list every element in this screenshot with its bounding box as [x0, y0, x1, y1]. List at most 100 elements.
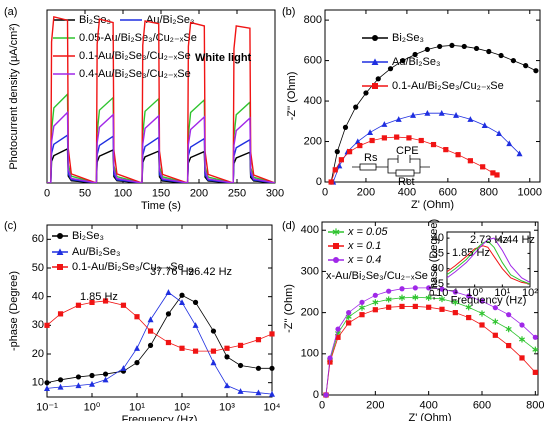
marker [75, 302, 82, 308]
marker [424, 46, 430, 53]
marker [210, 359, 217, 366]
annotation: x-Au/Bi₂Se₃/Cu₂₋ₓSe [326, 270, 428, 282]
marker [453, 112, 460, 118]
marker [424, 110, 431, 116]
series-line [447, 245, 530, 285]
plot-frame [321, 221, 539, 396]
marker [333, 257, 339, 263]
x-tick-label: 300 [266, 187, 284, 199]
series-line [47, 92, 275, 183]
y-tick-label: 25 [432, 278, 444, 290]
marker [179, 299, 185, 305]
marker [224, 382, 230, 389]
marker [506, 140, 513, 147]
marker [147, 342, 154, 348]
x-tick-label: 0 [319, 399, 325, 411]
marker [452, 310, 458, 316]
marker [353, 104, 359, 110]
x-tick-label: 10⁻¹ [436, 287, 458, 299]
marker [532, 334, 538, 340]
marker [89, 299, 95, 305]
panel-label: (d) [282, 220, 295, 232]
legend-label: Bi₂Se₃ [72, 230, 104, 242]
series-line [447, 240, 530, 285]
y-tick-label: 60 [32, 233, 44, 245]
marker [165, 339, 172, 346]
annotation: 4.44 Hz [497, 234, 535, 246]
series-line [47, 300, 272, 352]
marker [372, 307, 378, 313]
marker [381, 121, 388, 127]
series-line [325, 306, 536, 395]
marker [210, 348, 217, 354]
marker [192, 299, 199, 305]
marker [518, 336, 526, 343]
marker [56, 248, 64, 255]
x-tick-label: 200 [190, 187, 208, 199]
x-tick-label: 10⁴ [264, 401, 281, 413]
circuit-resistor [359, 163, 377, 171]
marker [426, 304, 432, 310]
marker [335, 326, 341, 332]
x-tick-label: 10³ [219, 401, 235, 413]
circuit-resistor [395, 169, 415, 177]
marker [328, 179, 334, 185]
y-tick-label: 10 [32, 377, 44, 389]
marker [269, 331, 275, 337]
marker [533, 68, 539, 74]
legend-label: 0.1-Au/Bi₂Se₃/Cu₂₋ₓSe [79, 50, 191, 62]
marker [372, 292, 378, 298]
marker [134, 360, 140, 366]
marker [44, 380, 50, 386]
x-tick-label: 10¹ [494, 287, 510, 299]
annotation: 2.73 Hz [470, 234, 508, 246]
marker [336, 162, 343, 169]
marker [467, 116, 474, 122]
marker [486, 48, 492, 55]
marker [44, 322, 50, 328]
x-tick-label: 1000 [518, 186, 542, 198]
series-line [332, 112, 520, 182]
y-axis-label: Photocurrent density (μA/cm²) [8, 23, 20, 169]
marker [430, 141, 437, 148]
legend-label: Au/Bi₂Se₃ [72, 246, 121, 258]
marker [438, 110, 445, 116]
marker [120, 302, 127, 308]
y-tick-label: 200 [304, 135, 322, 147]
legend-label: Bi₂Se₃ [79, 14, 111, 26]
marker [466, 293, 472, 299]
legend-label: x = 0.05 [347, 226, 388, 238]
marker [516, 150, 523, 157]
x-tick-label: 400 [398, 186, 416, 198]
marker [179, 345, 185, 351]
marker [102, 376, 109, 383]
marker [346, 320, 352, 326]
marker [381, 135, 387, 141]
y-tick-label: 20 [32, 348, 44, 360]
marker [398, 294, 406, 301]
marker [506, 342, 512, 349]
marker [439, 286, 445, 292]
marker [395, 116, 402, 122]
marker [224, 345, 230, 351]
x-axis-label: Frequency (Hz) [122, 414, 198, 421]
series-line [47, 291, 272, 395]
marker [479, 322, 485, 328]
marker [333, 243, 339, 249]
marker [147, 328, 154, 334]
x-tick-label: 200 [366, 399, 384, 411]
series-line [47, 110, 275, 183]
marker [478, 310, 486, 317]
marker [418, 137, 424, 144]
marker [327, 359, 333, 365]
marker [358, 304, 366, 311]
marker [75, 382, 82, 389]
marker [354, 138, 361, 145]
y-axis-label: -Phase (Degree) [428, 219, 440, 300]
legend-label: x = 0.1 [347, 240, 381, 252]
series-line [447, 237, 530, 283]
marker [465, 304, 472, 311]
marker [192, 348, 199, 354]
circuit-cpe [397, 155, 411, 163]
x-tick-label: 0 [322, 186, 328, 198]
